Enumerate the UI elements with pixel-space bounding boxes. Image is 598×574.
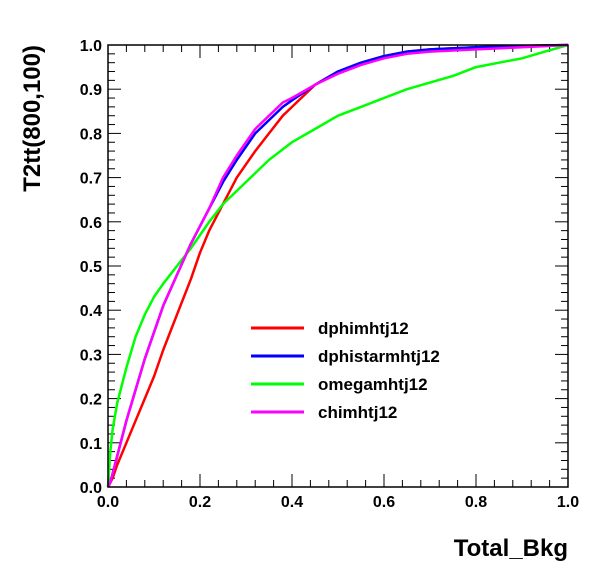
y-tick-label: 0.5 [80,259,102,276]
x-tick-label: 0.0 [97,494,119,511]
y-tick-label: 0.7 [80,171,102,188]
x-axis-title: Total_Bkg [454,535,568,562]
plot-frame [107,44,569,488]
x-tick-label: 0.4 [281,494,303,511]
x-tick-label: 1.0 [557,494,579,511]
y-tick-label: 0.8 [80,126,102,143]
legend-label-dphistarmhtj12: dphistarmhtj12 [318,347,440,366]
y-axis-title: T2tt(800,100) [19,45,46,192]
legend: dphimhtj12 dphistarmhtj12 omegamhtj12 chimh… [251,319,440,422]
series-line-omegamhtj12 [106,43,569,488]
y-tick-label: 0.3 [80,347,102,364]
legend-label-dphimhtj12: dphimhtj12 [318,319,409,338]
y-tick-label: 0.6 [80,215,102,232]
y-tick-label: 0.2 [80,392,102,409]
tick-marks [107,44,569,488]
x-tick-label: 0.6 [373,494,395,511]
x-tick-label: 0.8 [465,494,487,511]
legend-label-chimhtj12: chimhtj12 [318,403,397,422]
y-tick-label: 1.0 [80,38,102,55]
y-tick-label: 0.9 [80,82,102,99]
legend-label-omegamhtj12: omegamhtj12 [318,375,428,394]
y-tick-label: 0.0 [80,480,102,497]
tick-labels: 0.0 0.2 0.4 0.6 0.8 1.0 0.0 0.1 0.2 0.3 0.4 0.5 0.6 0… [80,38,579,511]
series-lines [106,43,569,488]
x-tick-label: 0.2 [189,494,211,511]
y-tick-label: 0.1 [80,436,102,453]
y-tick-label: 0.4 [80,303,102,320]
series-line-chimhtj12 [106,43,569,488]
